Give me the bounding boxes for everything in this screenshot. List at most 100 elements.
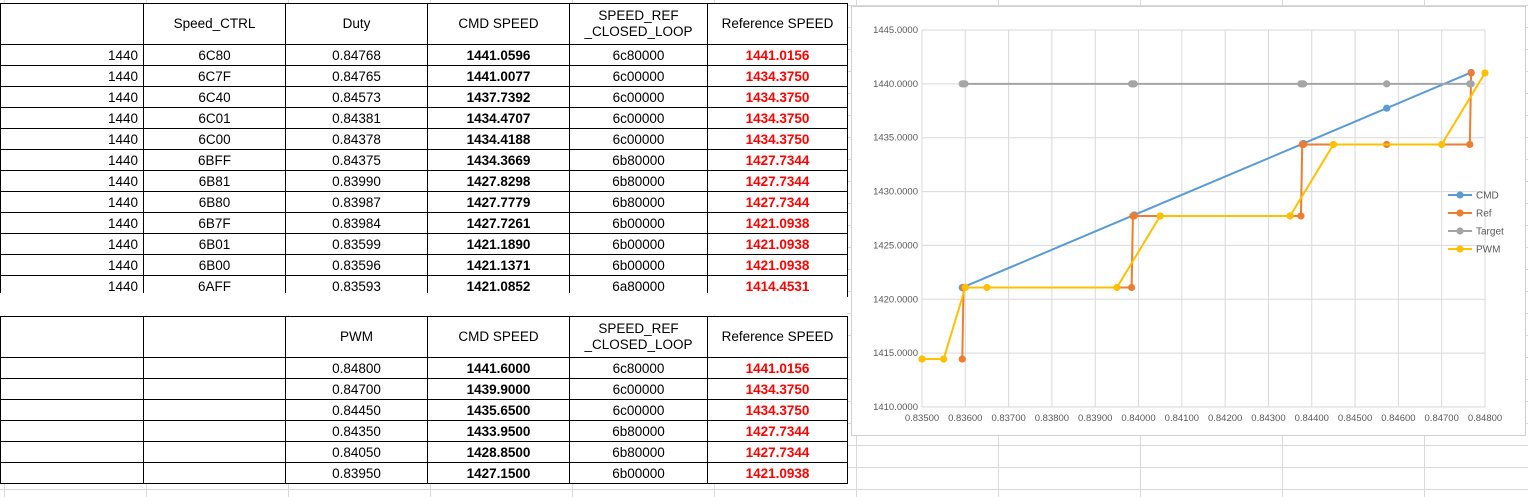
table-cell[interactable] — [0, 462, 144, 484]
table-cell[interactable]: 1434.3750 — [707, 378, 848, 400]
table-cell[interactable]: 0.83599 — [285, 233, 428, 255]
table-cell[interactable]: 1434.3750 — [707, 65, 848, 87]
table-cell[interactable]: 0.83984 — [285, 212, 428, 234]
table-cell[interactable]: 6C40 — [143, 86, 286, 108]
table-cell[interactable]: 1440 — [0, 170, 144, 192]
header-cell[interactable]: CMD SPEED — [427, 316, 570, 358]
table-cell[interactable]: 0.84573 — [285, 86, 428, 108]
table-cell[interactable]: 1434.3669 — [427, 149, 570, 171]
header-cell[interactable]: SPEED_REF _CLOSED_LOOP — [569, 3, 708, 45]
table-cell[interactable]: 6BFF — [143, 149, 286, 171]
table-cell[interactable]: 6c00000 — [569, 65, 708, 87]
table-cell[interactable] — [0, 378, 144, 400]
table-cell[interactable]: 1440 — [0, 149, 144, 171]
table-cell[interactable]: 1440 — [0, 233, 144, 255]
table-cell[interactable]: 1427.8298 — [427, 170, 570, 192]
table-cell[interactable]: 1440 — [0, 86, 144, 108]
table-cell[interactable]: 6b80000 — [569, 191, 708, 213]
table-cell[interactable] — [0, 441, 144, 463]
table-cell[interactable]: 1441.0596 — [427, 44, 570, 66]
table-cell[interactable]: 1441.0077 — [427, 65, 570, 87]
header-cell[interactable] — [143, 316, 286, 358]
table-cell[interactable]: 1434.3750 — [707, 107, 848, 129]
table-cell[interactable]: 6C00 — [143, 128, 286, 150]
table-cell[interactable] — [143, 441, 286, 463]
table-cell[interactable]: 6b80000 — [569, 149, 708, 171]
table-cell[interactable]: 1433.9500 — [427, 420, 570, 442]
table-cell[interactable]: 6B00 — [143, 254, 286, 276]
table-cell[interactable] — [143, 357, 286, 379]
table-cell[interactable] — [143, 462, 286, 484]
table-cell[interactable]: 0.83596 — [285, 254, 428, 276]
table-cell[interactable]: 6c00000 — [569, 378, 708, 400]
table-cell[interactable]: 1421.0938 — [707, 254, 848, 276]
table-cell[interactable] — [143, 378, 286, 400]
table-cell[interactable]: 1440 — [0, 128, 144, 150]
table-cell[interactable]: 0.83987 — [285, 191, 428, 213]
table-cell[interactable] — [143, 399, 286, 421]
table-cell[interactable]: 6b80000 — [569, 420, 708, 442]
table-cell[interactable]: 1421.1890 — [427, 233, 570, 255]
table-cell[interactable]: 1434.3750 — [707, 399, 848, 421]
table-cell[interactable]: 1434.3750 — [707, 86, 848, 108]
header-cell[interactable]: Reference SPEED — [707, 316, 848, 358]
speed-chart[interactable]: 1445.0000 1440.0000 1435.0000 1430.0000 1425… — [851, 6, 1526, 436]
table-cell[interactable] — [0, 357, 144, 379]
header-cell[interactable]: Duty — [285, 3, 428, 45]
table-cell[interactable]: 1427.7344 — [707, 170, 848, 192]
table-cell[interactable]: 6B80 — [143, 191, 286, 213]
table-cell[interactable]: 6b80000 — [569, 170, 708, 192]
table-cell[interactable]: 6a80000 — [569, 275, 708, 297]
table-cell[interactable]: 1440 — [0, 107, 144, 129]
table-cell[interactable]: 1421.0938 — [707, 233, 848, 255]
header-cell[interactable]: Speed_CTRL — [143, 3, 286, 45]
table-cell[interactable]: 6C01 — [143, 107, 286, 129]
table-cell[interactable]: 1440 — [0, 212, 144, 234]
table-cell[interactable]: 6c00000 — [569, 399, 708, 421]
table-cell[interactable]: 1427.7779 — [427, 191, 570, 213]
table-cell[interactable]: 6c00000 — [569, 107, 708, 129]
table-cell[interactable]: 1421.0938 — [707, 212, 848, 234]
table-cell[interactable]: 0.83950 — [285, 462, 428, 484]
table-cell[interactable] — [0, 399, 144, 421]
table-cell[interactable]: 1427.1500 — [427, 462, 570, 484]
table-cell[interactable] — [0, 420, 144, 442]
table-cell[interactable]: 1441.6000 — [427, 357, 570, 379]
table-cell[interactable]: 1427.7261 — [427, 212, 570, 234]
table-cell[interactable]: 1427.7344 — [707, 420, 848, 442]
table-cell[interactable]: 0.83990 — [285, 170, 428, 192]
table-cell[interactable] — [143, 420, 286, 442]
header-cell[interactable] — [0, 316, 144, 358]
table-cell[interactable]: 6C7F — [143, 65, 286, 87]
table-cell[interactable]: 6c00000 — [569, 86, 708, 108]
table-cell[interactable]: 0.84450 — [285, 399, 428, 421]
table-cell[interactable]: 6b00000 — [569, 462, 708, 484]
table-cell[interactable]: 6b00000 — [569, 233, 708, 255]
table-cell[interactable]: 1440 — [0, 191, 144, 213]
header-cell[interactable] — [0, 3, 144, 45]
table-cell[interactable]: 1421.1371 — [427, 254, 570, 276]
table-cell[interactable]: 0.84768 — [285, 44, 428, 66]
table-cell[interactable]: 1427.7344 — [707, 191, 848, 213]
table-cell[interactable]: 1427.7344 — [707, 149, 848, 171]
table-cell[interactable]: 1440 — [0, 44, 144, 66]
table-cell[interactable]: 6c80000 — [569, 44, 708, 66]
table-cell[interactable]: 6b80000 — [569, 441, 708, 463]
table-cell[interactable]: 1440 — [0, 65, 144, 87]
header-cell[interactable]: Reference SPEED — [707, 3, 848, 45]
table-cell[interactable]: 1439.9000 — [427, 378, 570, 400]
table-cell[interactable]: 1434.4188 — [427, 128, 570, 150]
table-cell[interactable]: 0.84765 — [285, 65, 428, 87]
table-cell[interactable]: 0.84350 — [285, 420, 428, 442]
table-cell[interactable]: 1441.0156 — [707, 357, 848, 379]
table-cell[interactable]: 1428.8500 — [427, 441, 570, 463]
table-cell[interactable]: 6b00000 — [569, 254, 708, 276]
table-cell[interactable]: 1440 — [0, 254, 144, 276]
table-cell[interactable]: 6c00000 — [569, 128, 708, 150]
table-cell[interactable]: 0.84375 — [285, 149, 428, 171]
table-cell[interactable]: 1435.6500 — [427, 399, 570, 421]
table-cell[interactable]: 6B01 — [143, 233, 286, 255]
table-cell[interactable]: 0.84800 — [285, 357, 428, 379]
table-cell[interactable]: 6c80000 — [569, 357, 708, 379]
table-cell[interactable]: 6C80 — [143, 44, 286, 66]
